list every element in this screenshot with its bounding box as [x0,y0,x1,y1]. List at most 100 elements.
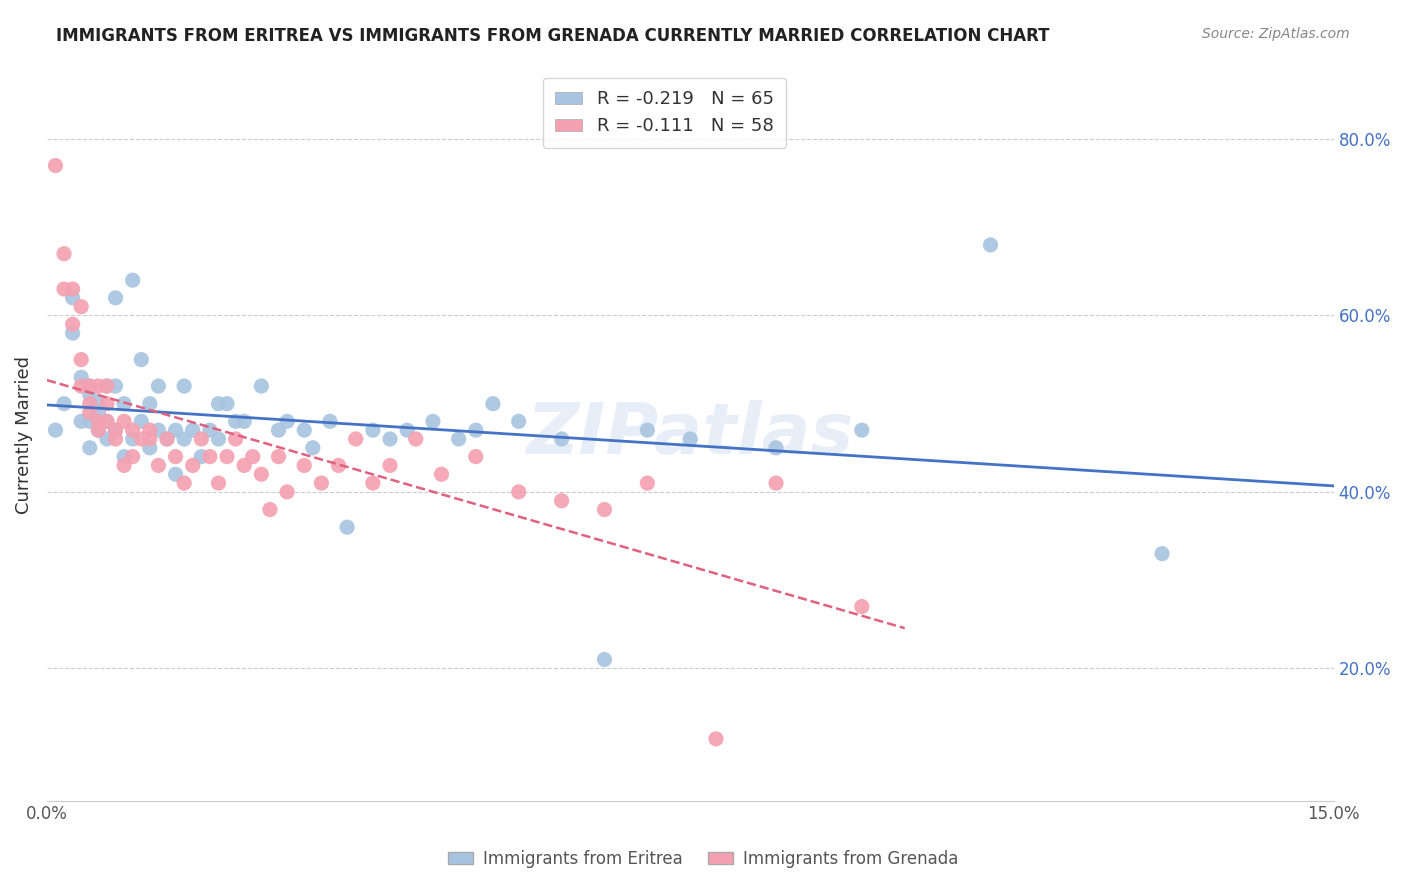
Point [636,423,658,437]
Point [207,432,229,446]
Point [464,450,486,464]
Point [190,450,212,464]
Point [482,397,505,411]
Point [121,273,143,287]
Point [156,432,179,446]
Point [129,432,152,446]
Point [139,397,162,411]
Point [181,458,204,473]
Point [173,476,195,491]
Point [104,379,127,393]
Text: ZIPatlas: ZIPatlas [527,401,853,469]
Point [104,432,127,446]
Point [79,379,101,393]
Point [636,476,658,491]
Point [121,450,143,464]
Point [173,432,195,446]
Point [139,423,162,437]
Y-axis label: Currently Married: Currently Married [15,356,32,514]
Point [121,423,143,437]
Point [112,458,135,473]
Point [53,246,76,260]
Point [319,414,342,428]
Point [148,379,170,393]
Text: Source: ZipAtlas.com: Source: ZipAtlas.com [1202,27,1350,41]
Text: IMMIGRANTS FROM ERITREA VS IMMIGRANTS FROM GRENADA CURRENTLY MARRIED CORRELATION: IMMIGRANTS FROM ERITREA VS IMMIGRANTS FR… [56,27,1050,45]
Point [70,352,93,367]
Point [215,397,238,411]
Point [165,423,187,437]
Point [104,423,127,437]
Point [430,467,453,482]
Point [62,326,84,340]
Point [87,414,110,428]
Point [292,423,315,437]
Point [765,476,787,491]
Point [242,450,264,464]
Point [87,423,110,437]
Point [361,423,384,437]
Point [405,432,427,446]
Point [87,379,110,393]
Point [70,379,93,393]
Point [276,484,298,499]
Point [112,414,135,428]
Point [70,414,93,428]
Point [422,414,444,428]
Point [259,502,281,516]
Point [593,502,616,516]
Point [165,450,187,464]
Point [139,441,162,455]
Point [62,282,84,296]
Point [225,432,247,446]
Point [62,291,84,305]
Point [104,291,127,305]
Point [173,379,195,393]
Point [1152,547,1174,561]
Point [361,476,384,491]
Point [70,300,93,314]
Point [87,423,110,437]
Point [96,379,118,393]
Point [851,423,873,437]
Point [292,458,315,473]
Point [181,423,204,437]
Point [87,397,110,411]
Legend: R = -0.219   N = 65, R = -0.111   N = 58: R = -0.219 N = 65, R = -0.111 N = 58 [543,78,786,148]
Point [508,414,530,428]
Point [44,423,66,437]
Point [165,467,187,482]
Point [207,476,229,491]
Point [464,423,486,437]
Point [447,432,470,446]
Point [79,441,101,455]
Point [129,352,152,367]
Point [53,282,76,296]
Point [112,397,135,411]
Point [198,450,221,464]
Point [250,467,273,482]
Point [378,432,401,446]
Point [704,731,727,746]
Point [96,432,118,446]
Point [378,458,401,473]
Point [198,423,221,437]
Point [96,379,118,393]
Point [148,458,170,473]
Point [44,159,66,173]
Point [250,379,273,393]
Point [276,414,298,428]
Point [96,414,118,428]
Point [765,441,787,455]
Point [53,397,76,411]
Point [70,370,93,384]
Point [328,458,350,473]
Point [112,450,135,464]
Legend: Immigrants from Eritrea, Immigrants from Grenada: Immigrants from Eritrea, Immigrants from… [441,844,965,875]
Point [311,476,333,491]
Point [79,388,101,402]
Point [96,397,118,411]
Point [79,379,101,393]
Point [233,414,256,428]
Point [87,405,110,419]
